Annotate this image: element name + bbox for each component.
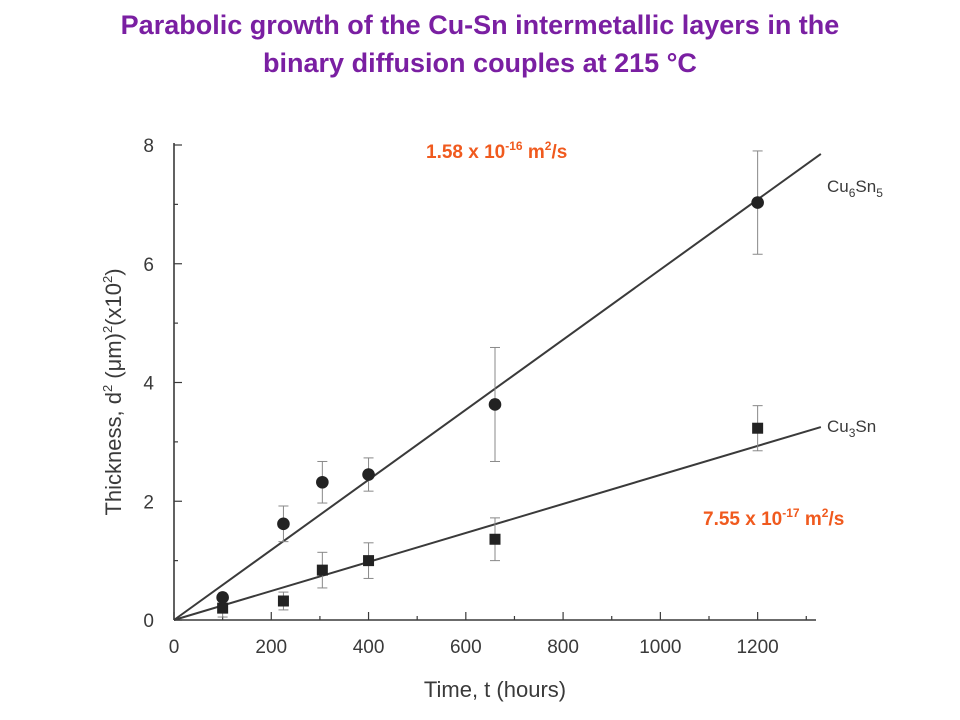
data-point-cu3sn <box>363 555 375 567</box>
fit-lines <box>173 153 822 621</box>
data-point-cu3sn <box>316 564 328 576</box>
fit-line-cu3sn <box>173 426 822 621</box>
coefficient-cu3sn-exponent: -17 <box>782 506 800 520</box>
series-label-cu3sn-mid: Sn <box>855 417 876 436</box>
series-label-cu6sn5: Cu6Sn5 <box>827 177 883 200</box>
data-point-cu3sn <box>752 422 764 434</box>
series-label-cu6sn5-sub-2: 5 <box>876 186 883 200</box>
coefficient-cu6sn5-unit-tail: /s <box>551 142 567 163</box>
data-markers <box>216 196 764 614</box>
coefficient-cu6sn5-unit-exp: 2 <box>545 139 552 153</box>
y-axis-label-sup-3: 2 <box>100 276 115 283</box>
x-tick-label: 800 <box>547 637 579 658</box>
x-tick-label: 0 <box>169 637 180 658</box>
y-axis-label: Thickness, d2 (μm)2(x102) <box>100 268 126 515</box>
coefficient-cu6sn5-exponent: -16 <box>505 139 523 153</box>
coefficient-cu3sn: 7.55 x 10-17 m2/s <box>703 506 844 530</box>
x-axis-label: Time, t (hours) <box>424 677 566 702</box>
data-point-cu6sn5 <box>277 517 290 531</box>
y-axis-label-prefix: Thickness, d <box>101 392 126 516</box>
x-tick-label: 200 <box>255 637 287 658</box>
fit-line-cu6sn5 <box>173 153 822 621</box>
slide-title-line-1: Parabolic growth of the Cu-Sn intermetal… <box>120 10 840 40</box>
x-tick-label: 1000 <box>639 637 681 658</box>
error-bars <box>217 150 763 618</box>
coefficient-cu6sn5-base: 1.58 x 10 <box>426 142 505 163</box>
series-label-cu6sn5-sub-1: 6 <box>849 186 856 200</box>
data-point-cu3sn <box>489 533 501 545</box>
series-label-cu3sn-sub-1: 3 <box>849 426 856 440</box>
x-tick-label: 400 <box>353 637 385 658</box>
y-tick-label: 6 <box>143 255 154 276</box>
data-point-cu3sn <box>217 602 229 614</box>
series-label-cu6sn5-mid: Sn <box>855 177 876 196</box>
slide-title: Parabolic growth of the Cu-Sn intermetal… <box>0 6 960 82</box>
data-point-cu6sn5 <box>362 468 375 481</box>
y-tick-label: 2 <box>143 492 154 513</box>
coefficient-cu6sn5-unit: m <box>523 142 545 163</box>
coefficient-cu3sn-unit-exp: 2 <box>822 506 829 520</box>
chart-axes: 0 200 400 600 800 1000 1200 0 2 4 6 8 <box>143 136 816 658</box>
series-label-cu3sn: Cu3Sn <box>827 417 876 440</box>
x-tick-label: 1200 <box>736 637 778 658</box>
chart-labels: Time, t (hours) Thickness, d2 (μm)2(x102… <box>100 139 883 702</box>
data-point-cu6sn5 <box>751 196 764 209</box>
slide-title-line-2: binary diffusion couples at 215 °C <box>263 48 697 78</box>
coefficient-cu3sn-unit: m <box>800 509 822 530</box>
series-label-cu6sn5-base: Cu <box>827 177 849 196</box>
y-axis-label-mult: (x10 <box>101 283 126 326</box>
series-label-cu3sn-base: Cu <box>827 417 849 436</box>
y-tick-label: 0 <box>143 611 154 632</box>
y-tick-label: 4 <box>143 374 154 395</box>
y-tick-label: 8 <box>143 136 154 157</box>
coefficient-cu6sn5: 1.58 x 10-16 m2/s <box>426 139 567 163</box>
coefficient-cu3sn-unit-tail: /s <box>828 509 844 530</box>
y-axis-label-unit: (μm) <box>101 333 126 385</box>
y-axis-label-sup-2: 2 <box>100 326 115 333</box>
data-point-cu6sn5 <box>316 475 329 489</box>
x-tick-label: 600 <box>450 637 482 658</box>
data-point-cu3sn <box>277 595 289 607</box>
y-axis-label-sup-1: 2 <box>100 385 115 392</box>
y-axis-label-close: ) <box>101 268 126 275</box>
data-point-cu6sn5 <box>216 591 229 604</box>
data-point-cu6sn5 <box>488 398 502 411</box>
coefficient-cu3sn-base: 7.55 x 10 <box>703 509 782 530</box>
